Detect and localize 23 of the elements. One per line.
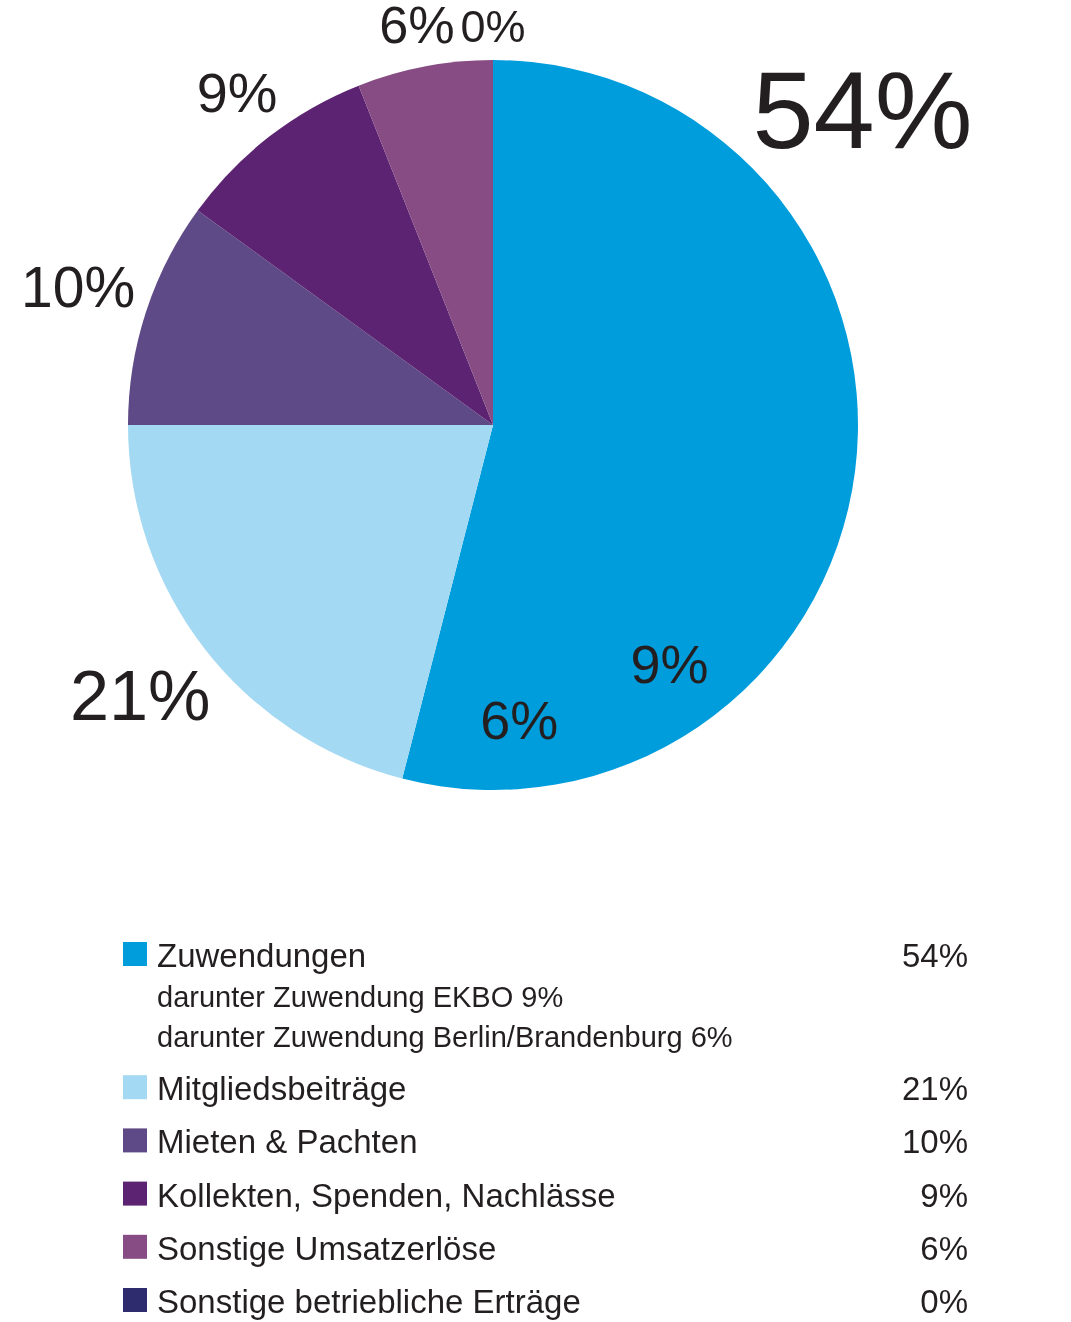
text: 9% xyxy=(920,1176,968,1214)
data-label: 6% xyxy=(379,0,455,54)
data-label: 10% xyxy=(21,255,136,320)
data-label: 9% xyxy=(196,61,278,125)
legend-label: Kollekten, Spenden, Nachlässe xyxy=(157,1176,616,1214)
text: 9% xyxy=(630,633,709,694)
legend-label: Zuwendungen xyxy=(157,937,367,974)
legend-label: Sonstige betriebliche Erträge xyxy=(157,1283,581,1320)
text: 6% xyxy=(920,1229,968,1267)
pie-slice xyxy=(358,60,493,425)
data-label: 54% xyxy=(752,47,973,171)
text: 10% xyxy=(901,1123,968,1161)
text: darunter Zuwendung Berlin/Brandenburg 6% xyxy=(157,1021,733,1053)
legend-label: Mitgliedsbeiträge xyxy=(157,1070,407,1108)
legend-label: Sonstige Umsatzerlöse xyxy=(157,1229,497,1267)
text: 0% xyxy=(460,0,526,52)
text: 0% xyxy=(920,1283,968,1320)
legend-label: Mieten & Pachten xyxy=(157,1123,418,1161)
text: 54% xyxy=(901,937,968,974)
text: 21% xyxy=(901,1070,968,1108)
text: darunter Zuwendung EKBO 9% xyxy=(157,981,564,1013)
text: 6% xyxy=(480,690,559,751)
data-label: 21% xyxy=(69,655,211,735)
